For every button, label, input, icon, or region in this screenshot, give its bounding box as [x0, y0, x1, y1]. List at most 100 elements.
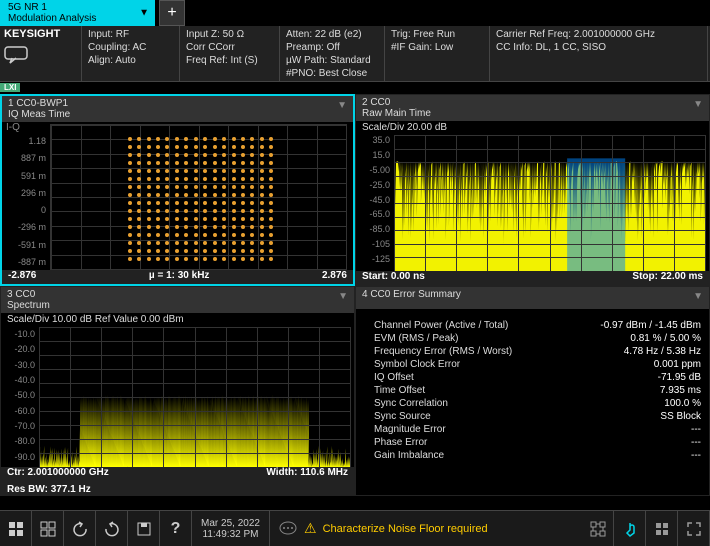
info-carrier[interactable]: Carrier Ref Freq: 2.001000000 GHz CC Inf…	[490, 26, 708, 81]
time-ytick: -5.00	[354, 165, 390, 175]
error-value: 7.935 ms	[660, 385, 701, 396]
iq-point	[213, 193, 217, 197]
iq-point	[269, 153, 273, 157]
chevron-down-icon[interactable]: ▼	[338, 291, 348, 302]
mode-tab-line2: Modulation Analysis	[8, 13, 147, 24]
redo-button[interactable]	[96, 511, 128, 546]
annotation-icon[interactable]	[4, 46, 30, 64]
chevron-down-icon[interactable]: ▼	[693, 291, 703, 302]
iq-point	[156, 225, 160, 229]
iq-point	[184, 233, 188, 237]
panel-error[interactable]: 4 CC0 Error Summary ▼ Channel Power (Act…	[355, 286, 710, 496]
error-value: ---	[691, 437, 701, 448]
iq-point	[232, 145, 236, 149]
iq-point	[232, 137, 236, 141]
layout-button[interactable]	[582, 511, 614, 546]
iq-point	[137, 241, 141, 245]
panel-spec-sub: Scale/Div 10.00 dB Ref Value 0.00 dBm	[1, 313, 354, 326]
iq-point	[175, 233, 179, 237]
info-impedance[interactable]: Input Z: 50 Ω Corr CCorr Freq Ref: Int (…	[180, 26, 280, 81]
iq-point	[222, 201, 226, 205]
panel-time-sub: Scale/Div 20.00 dB	[356, 121, 709, 134]
iq-point	[147, 161, 151, 165]
iq-point	[156, 153, 160, 157]
iq-ytick: -296 m	[0, 222, 46, 232]
iq-xmin: -2.876	[8, 270, 36, 284]
iq-point	[241, 249, 245, 253]
panel-iq[interactable]: 1 CC0-BWP1 IQ Meas Time ▼ I-Q 1.18887 m5…	[0, 94, 355, 286]
panel-iq-title1: 1 CC0-BWP1	[8, 98, 347, 109]
iq-point	[203, 177, 207, 181]
iq-point	[137, 161, 141, 165]
iq-point	[175, 257, 179, 261]
iq-point	[222, 209, 226, 213]
mode-tab[interactable]: 5G NR 1 Modulation Analysis ▼	[0, 0, 155, 26]
mode-bar: 5G NR 1 Modulation Analysis ▼ +	[0, 0, 710, 26]
chevron-down-icon[interactable]: ▼	[337, 100, 347, 111]
iq-point	[250, 233, 254, 237]
grid-button[interactable]	[646, 511, 678, 546]
info-atten[interactable]: Atten: 22 dB (e2) Preamp: Off µW Path: S…	[280, 26, 385, 81]
panel-time-header[interactable]: 2 CC0 Raw Main Time ▼	[356, 95, 709, 121]
iq-point	[128, 225, 132, 229]
home-button[interactable]	[32, 511, 64, 546]
iq-point	[175, 241, 179, 245]
iq-point	[194, 209, 198, 213]
error-row: IQ Offset-71.95 dB	[364, 371, 701, 384]
iq-point	[156, 145, 160, 149]
iq-point	[194, 249, 198, 253]
iq-point	[269, 161, 273, 165]
status-message[interactable]: ⚠ Characterize Noise Floor required	[270, 511, 582, 546]
spec-ytick: -40.0	[0, 375, 35, 385]
iq-point	[137, 257, 141, 261]
iq-point	[241, 193, 245, 197]
iq-point	[213, 145, 217, 149]
panel-time[interactable]: 2 CC0 Raw Main Time ▼ Scale/Div 20.00 dB…	[355, 94, 710, 286]
windows-start-button[interactable]	[0, 511, 32, 546]
time-ytick: 35.0	[354, 135, 390, 145]
fullscreen-button[interactable]	[678, 511, 710, 546]
iq-point	[128, 249, 132, 253]
iq-plot	[50, 124, 347, 270]
iq-point	[250, 177, 254, 181]
iq-point	[222, 185, 226, 189]
info-input[interactable]: Input: RF Coupling: AC Align: Auto	[82, 26, 180, 81]
info-trig[interactable]: Trig: Free Run #IF Gain: Low	[385, 26, 490, 81]
iq-point	[241, 145, 245, 149]
iq-point	[128, 137, 132, 141]
panel-iq-header[interactable]: 1 CC0-BWP1 IQ Meas Time ▼	[2, 96, 353, 122]
status-datetime[interactable]: Mar 25, 2022 11:49:32 PM	[192, 511, 270, 546]
iq-point	[232, 217, 236, 221]
iq-point	[203, 145, 207, 149]
help-button[interactable]: ?	[160, 511, 192, 546]
iq-point	[260, 161, 264, 165]
info-corr: Corr CCorr	[186, 41, 273, 54]
iq-point	[184, 177, 188, 181]
status-bar: ? Mar 25, 2022 11:49:32 PM ⚠ Characteriz…	[0, 510, 710, 546]
iq-point	[184, 257, 188, 261]
iq-point	[232, 185, 236, 189]
info-coupling: Coupling: AC	[88, 41, 173, 54]
info-freqref: Freq Ref: Int (S)	[186, 54, 273, 67]
iq-point	[213, 233, 217, 237]
undo-button[interactable]	[64, 511, 96, 546]
save-button[interactable]	[128, 511, 160, 546]
iq-point	[232, 209, 236, 213]
error-key: Magnitude Error	[364, 424, 446, 435]
panel-spectrum[interactable]: 3 CC0 Spectrum ▼ Scale/Div 10.00 dB Ref …	[0, 286, 355, 496]
iq-point	[194, 153, 198, 157]
panel-err-header[interactable]: 4 CC0 Error Summary ▼	[356, 287, 709, 309]
chevron-down-icon[interactable]: ▼	[693, 99, 703, 110]
iq-point	[260, 249, 264, 253]
iq-point	[232, 225, 236, 229]
touch-button[interactable]	[614, 511, 646, 546]
panel-spec-header[interactable]: 3 CC0 Spectrum ▼	[1, 287, 354, 313]
iq-point	[260, 233, 264, 237]
info-align: Align: Auto	[88, 54, 173, 67]
spec-ytick: -80.0	[0, 436, 35, 446]
iq-point	[156, 217, 160, 221]
spec-ytick: -70.0	[0, 421, 35, 431]
error-value: -0.97 dBm / -1.45 dBm	[600, 320, 701, 331]
add-mode-button[interactable]: +	[159, 0, 185, 26]
iq-point	[184, 185, 188, 189]
